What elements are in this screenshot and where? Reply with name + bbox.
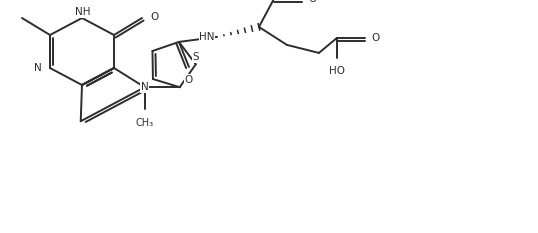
Text: O: O [185,75,193,85]
Text: S: S [193,52,199,62]
Text: CH₃: CH₃ [136,118,154,128]
Text: HO: HO [329,66,345,76]
Text: N: N [141,82,148,92]
Text: O: O [150,12,158,22]
Text: O: O [308,0,316,4]
Text: HN: HN [200,32,215,42]
Text: NH: NH [75,7,91,17]
Text: O: O [371,33,379,43]
Text: N: N [34,63,42,73]
